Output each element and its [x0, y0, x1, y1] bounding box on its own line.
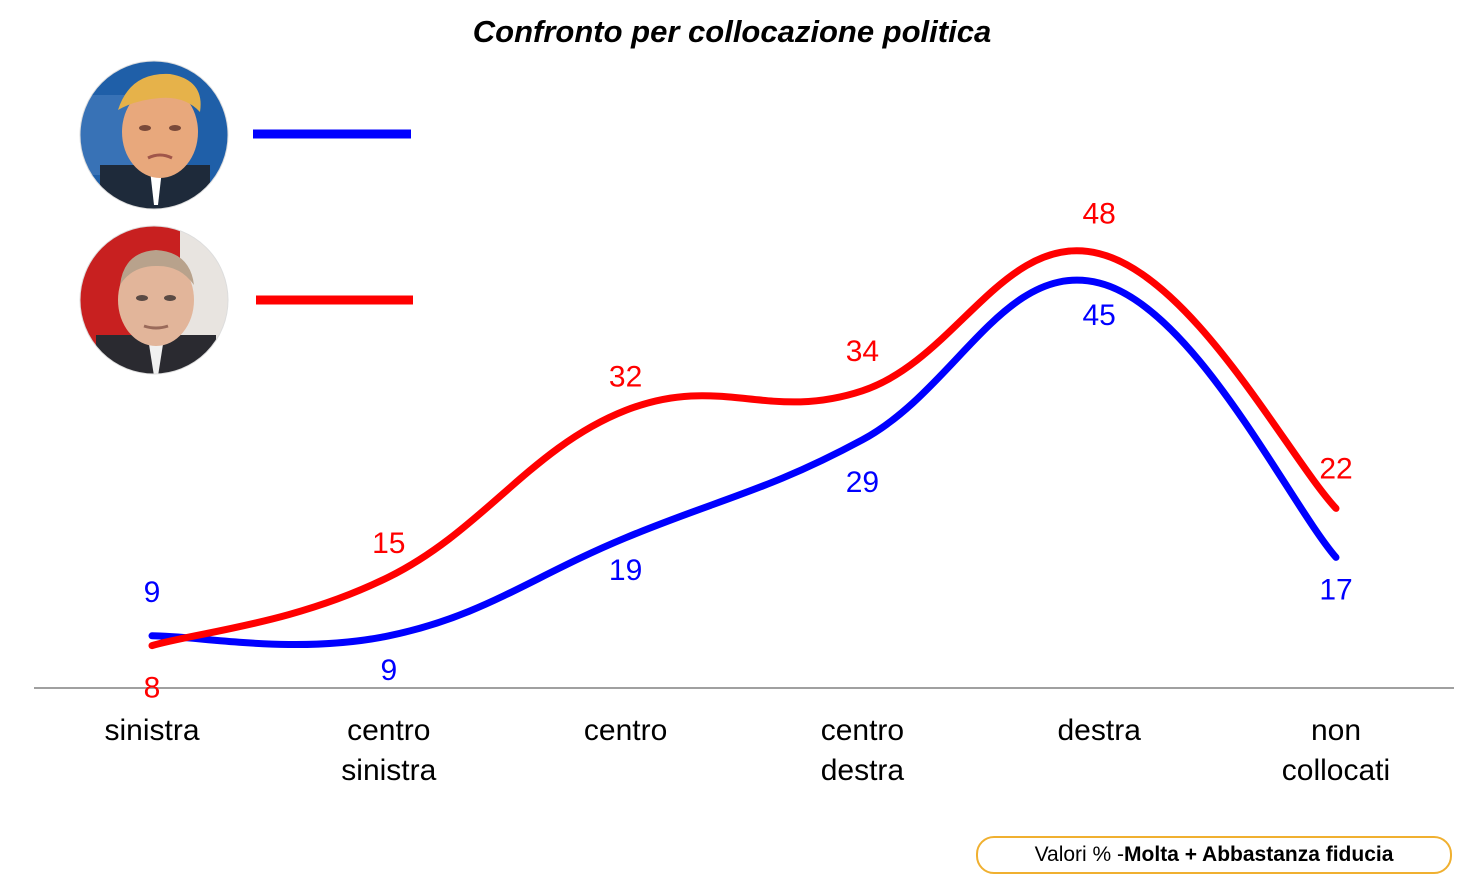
values-note: Valori % - Molta + Abbastanza fiducia [976, 836, 1452, 874]
series-line-trump [148, 276, 1340, 648]
x-tick-label-5: non collocati [1282, 714, 1390, 787]
data-label-putin-5: 22 [1319, 452, 1352, 485]
x-tick-label-4: destra [1058, 714, 1142, 747]
data-label-trump-0: 9 [144, 576, 161, 609]
values-note-bold: Molta + Abbastanza fiducia [1124, 843, 1394, 866]
data-label-trump-3: 29 [846, 466, 879, 499]
x-tick-label-3: centro destra [821, 714, 905, 787]
data-label-putin-3: 34 [846, 335, 879, 368]
series-layer [148, 247, 1340, 650]
data-label-trump-1: 9 [380, 654, 397, 687]
x-tick-label-2: centro [584, 714, 667, 747]
values-note-prefix: Valori % - [1034, 843, 1125, 866]
data-label-putin-2: 32 [609, 360, 642, 393]
trump-portrait-icon [80, 61, 228, 209]
series-line-putin [148, 247, 1340, 650]
x-tick-label-0: sinistra [104, 714, 199, 747]
data-labels: 9 9 19 29 45 17 8 15 32 34 48 22 [144, 198, 1353, 705]
x-tick-labels: sinistra centro sinistra centro centro destra… [104, 714, 1390, 787]
x-tick-label-1: centro sinistra [341, 714, 436, 787]
data-label-putin-4: 48 [1083, 198, 1116, 231]
data-label-trump-4: 45 [1083, 299, 1116, 332]
chart-title: Confronto per collocazione politica [473, 14, 991, 49]
data-label-putin-1: 15 [372, 527, 405, 560]
putin-portrait-icon [80, 226, 228, 374]
data-label-putin-0: 8 [144, 672, 161, 705]
data-label-trump-2: 19 [609, 554, 642, 587]
data-label-trump-5: 17 [1319, 573, 1352, 606]
